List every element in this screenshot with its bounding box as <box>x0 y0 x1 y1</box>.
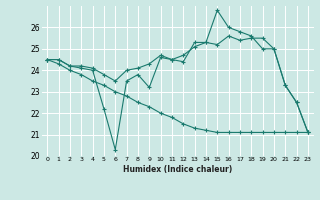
X-axis label: Humidex (Indice chaleur): Humidex (Indice chaleur) <box>123 165 232 174</box>
